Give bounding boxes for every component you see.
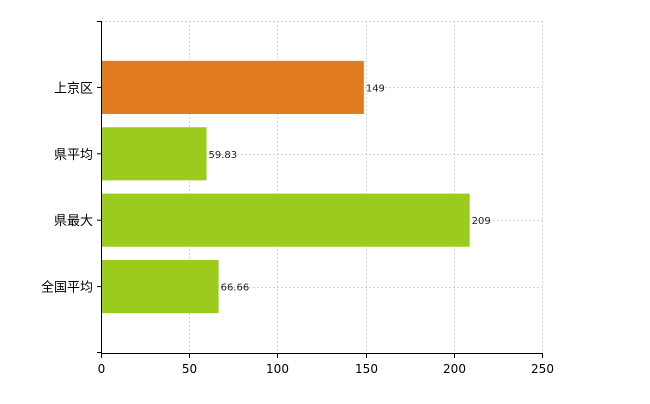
category-label: 県最大 [54, 214, 93, 229]
data-label: 66.66 [221, 283, 250, 294]
x-tick-label: 50 [182, 362, 197, 376]
x-tick-label: 200 [443, 362, 466, 376]
x-tick-label: 250 [531, 362, 554, 376]
data-label: 59.83 [209, 150, 238, 161]
category-label: 県平均 [54, 148, 93, 163]
category-label: 上京区 [54, 81, 93, 96]
bar [102, 193, 470, 247]
bar-layer [102, 60, 470, 314]
bar [102, 260, 219, 314]
category-label: 全国平均 [41, 280, 93, 296]
bar [102, 60, 364, 114]
x-tick-label: 150 [355, 362, 378, 376]
label-layer: 149 上京区 59.83 県平均 209 県最大 66.66 全国平均 0 50 100 150 20… [41, 81, 554, 376]
axis-layer [97, 21, 543, 358]
bar [102, 127, 207, 181]
x-tick-label: 0 [98, 362, 106, 376]
data-label: 209 [472, 216, 491, 227]
x-tick-label: 100 [266, 362, 289, 376]
data-label: 149 [366, 83, 385, 94]
